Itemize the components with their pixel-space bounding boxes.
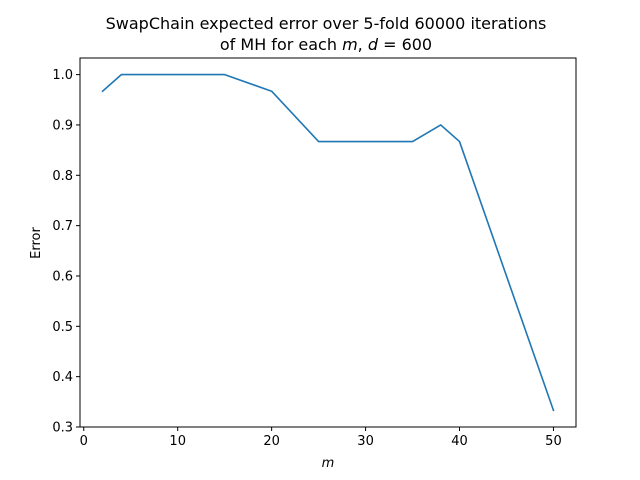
y-tick-label-1: 0.4 [52, 370, 73, 385]
y-tick-label-4: 0.7 [52, 219, 73, 234]
chart-title-line1: SwapChain expected error over 5-fold 600… [106, 14, 547, 33]
x-tick-label-30: 30 [357, 434, 374, 449]
x-tick-label-20: 20 [263, 434, 280, 449]
chart-title-line2: of MH for each m, d = 600 [220, 35, 432, 54]
y-tick-label-0: 0.3 [52, 421, 73, 436]
y-tick-label-6: 0.9 [52, 118, 73, 133]
title-suffix: = 600 [378, 35, 432, 54]
x-axis-ticks: 0 10 20 30 40 50 [80, 427, 562, 449]
title-separator: , [358, 35, 368, 54]
x-tick-label-10: 10 [169, 434, 186, 449]
series-line-0 [101, 73, 555, 412]
plot-area [79, 57, 577, 428]
x-axis-label: m [322, 456, 335, 471]
x-tick-label-0: 0 [80, 434, 88, 449]
x-tick-label-50: 50 [545, 434, 562, 449]
y-axis-label: Error [29, 227, 44, 259]
axes-frame [79, 57, 577, 428]
title-m-symbol: m [342, 35, 358, 54]
title-d-symbol: d [368, 35, 379, 54]
x-tick-label-40: 40 [451, 434, 468, 449]
y-tick-label-2: 0.5 [52, 320, 73, 335]
y-tick-label-7: 1.0 [52, 68, 73, 83]
title-prefix: of MH for each [220, 35, 342, 54]
y-tick-label-5: 0.8 [52, 169, 73, 184]
y-axis-ticks: 0.3 0.4 0.5 0.6 0.7 0.8 0.9 1.0 [52, 68, 80, 436]
y-tick-label-3: 0.6 [52, 269, 73, 284]
